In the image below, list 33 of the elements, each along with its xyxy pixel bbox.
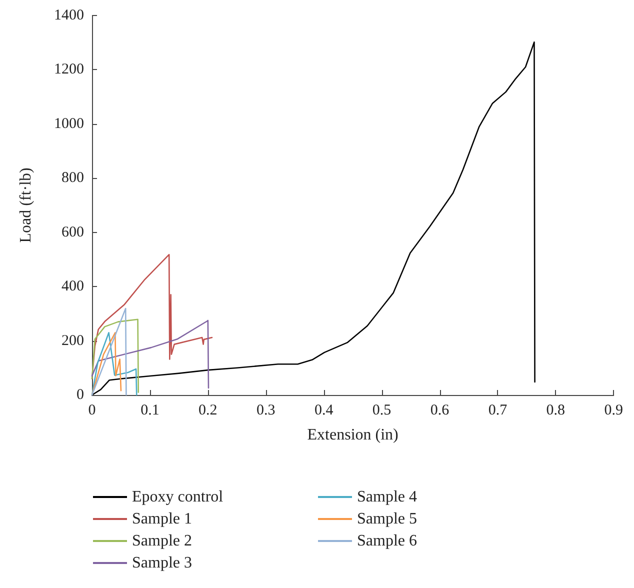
legend-label: Epoxy control	[132, 488, 224, 506]
x-tick-label: 0.2	[198, 402, 218, 418]
y-tick-label: 600	[62, 224, 84, 240]
y-tick-label: 1200	[54, 62, 84, 78]
y-tick-label: 1400	[54, 8, 84, 24]
y-tick-label: 0	[76, 387, 84, 403]
y-tick-label: 800	[62, 170, 84, 186]
y-tick-label: 1000	[54, 116, 84, 132]
line-series	[91, 254, 213, 380]
x-tick-label: 0.8	[546, 402, 566, 418]
line-series	[91, 318, 140, 393]
x-tick-label: 0.4	[314, 402, 334, 418]
legend-label: Sample 1	[132, 510, 192, 528]
x-axis-title: Extension (in)	[307, 426, 398, 444]
x-tick-label: 0.1	[140, 402, 160, 418]
line-series	[91, 41, 536, 396]
legend-label: Sample 3	[132, 554, 192, 572]
x-tick-label: 0.6	[430, 402, 450, 418]
x-tick-label: 0	[88, 402, 96, 418]
y-tick-label: 200	[62, 332, 84, 349]
x-tick-label: 0.3	[256, 402, 276, 418]
y-tick-label: 400	[62, 278, 84, 295]
x-tick-label: 0.9	[604, 402, 623, 418]
line-series	[91, 332, 138, 396]
legend-label: Sample 6	[357, 532, 417, 550]
y-axis-title: Load (ft·lb)	[18, 168, 34, 243]
x-tick-label: 0.7	[488, 402, 508, 418]
line-series	[91, 320, 210, 389]
x-tick-label: 0.5	[372, 402, 392, 418]
legend-label: Sample 4	[357, 488, 417, 506]
legend-label: Sample 5	[357, 510, 417, 528]
legend-label: Sample 2	[132, 532, 192, 550]
line-series	[91, 332, 122, 396]
